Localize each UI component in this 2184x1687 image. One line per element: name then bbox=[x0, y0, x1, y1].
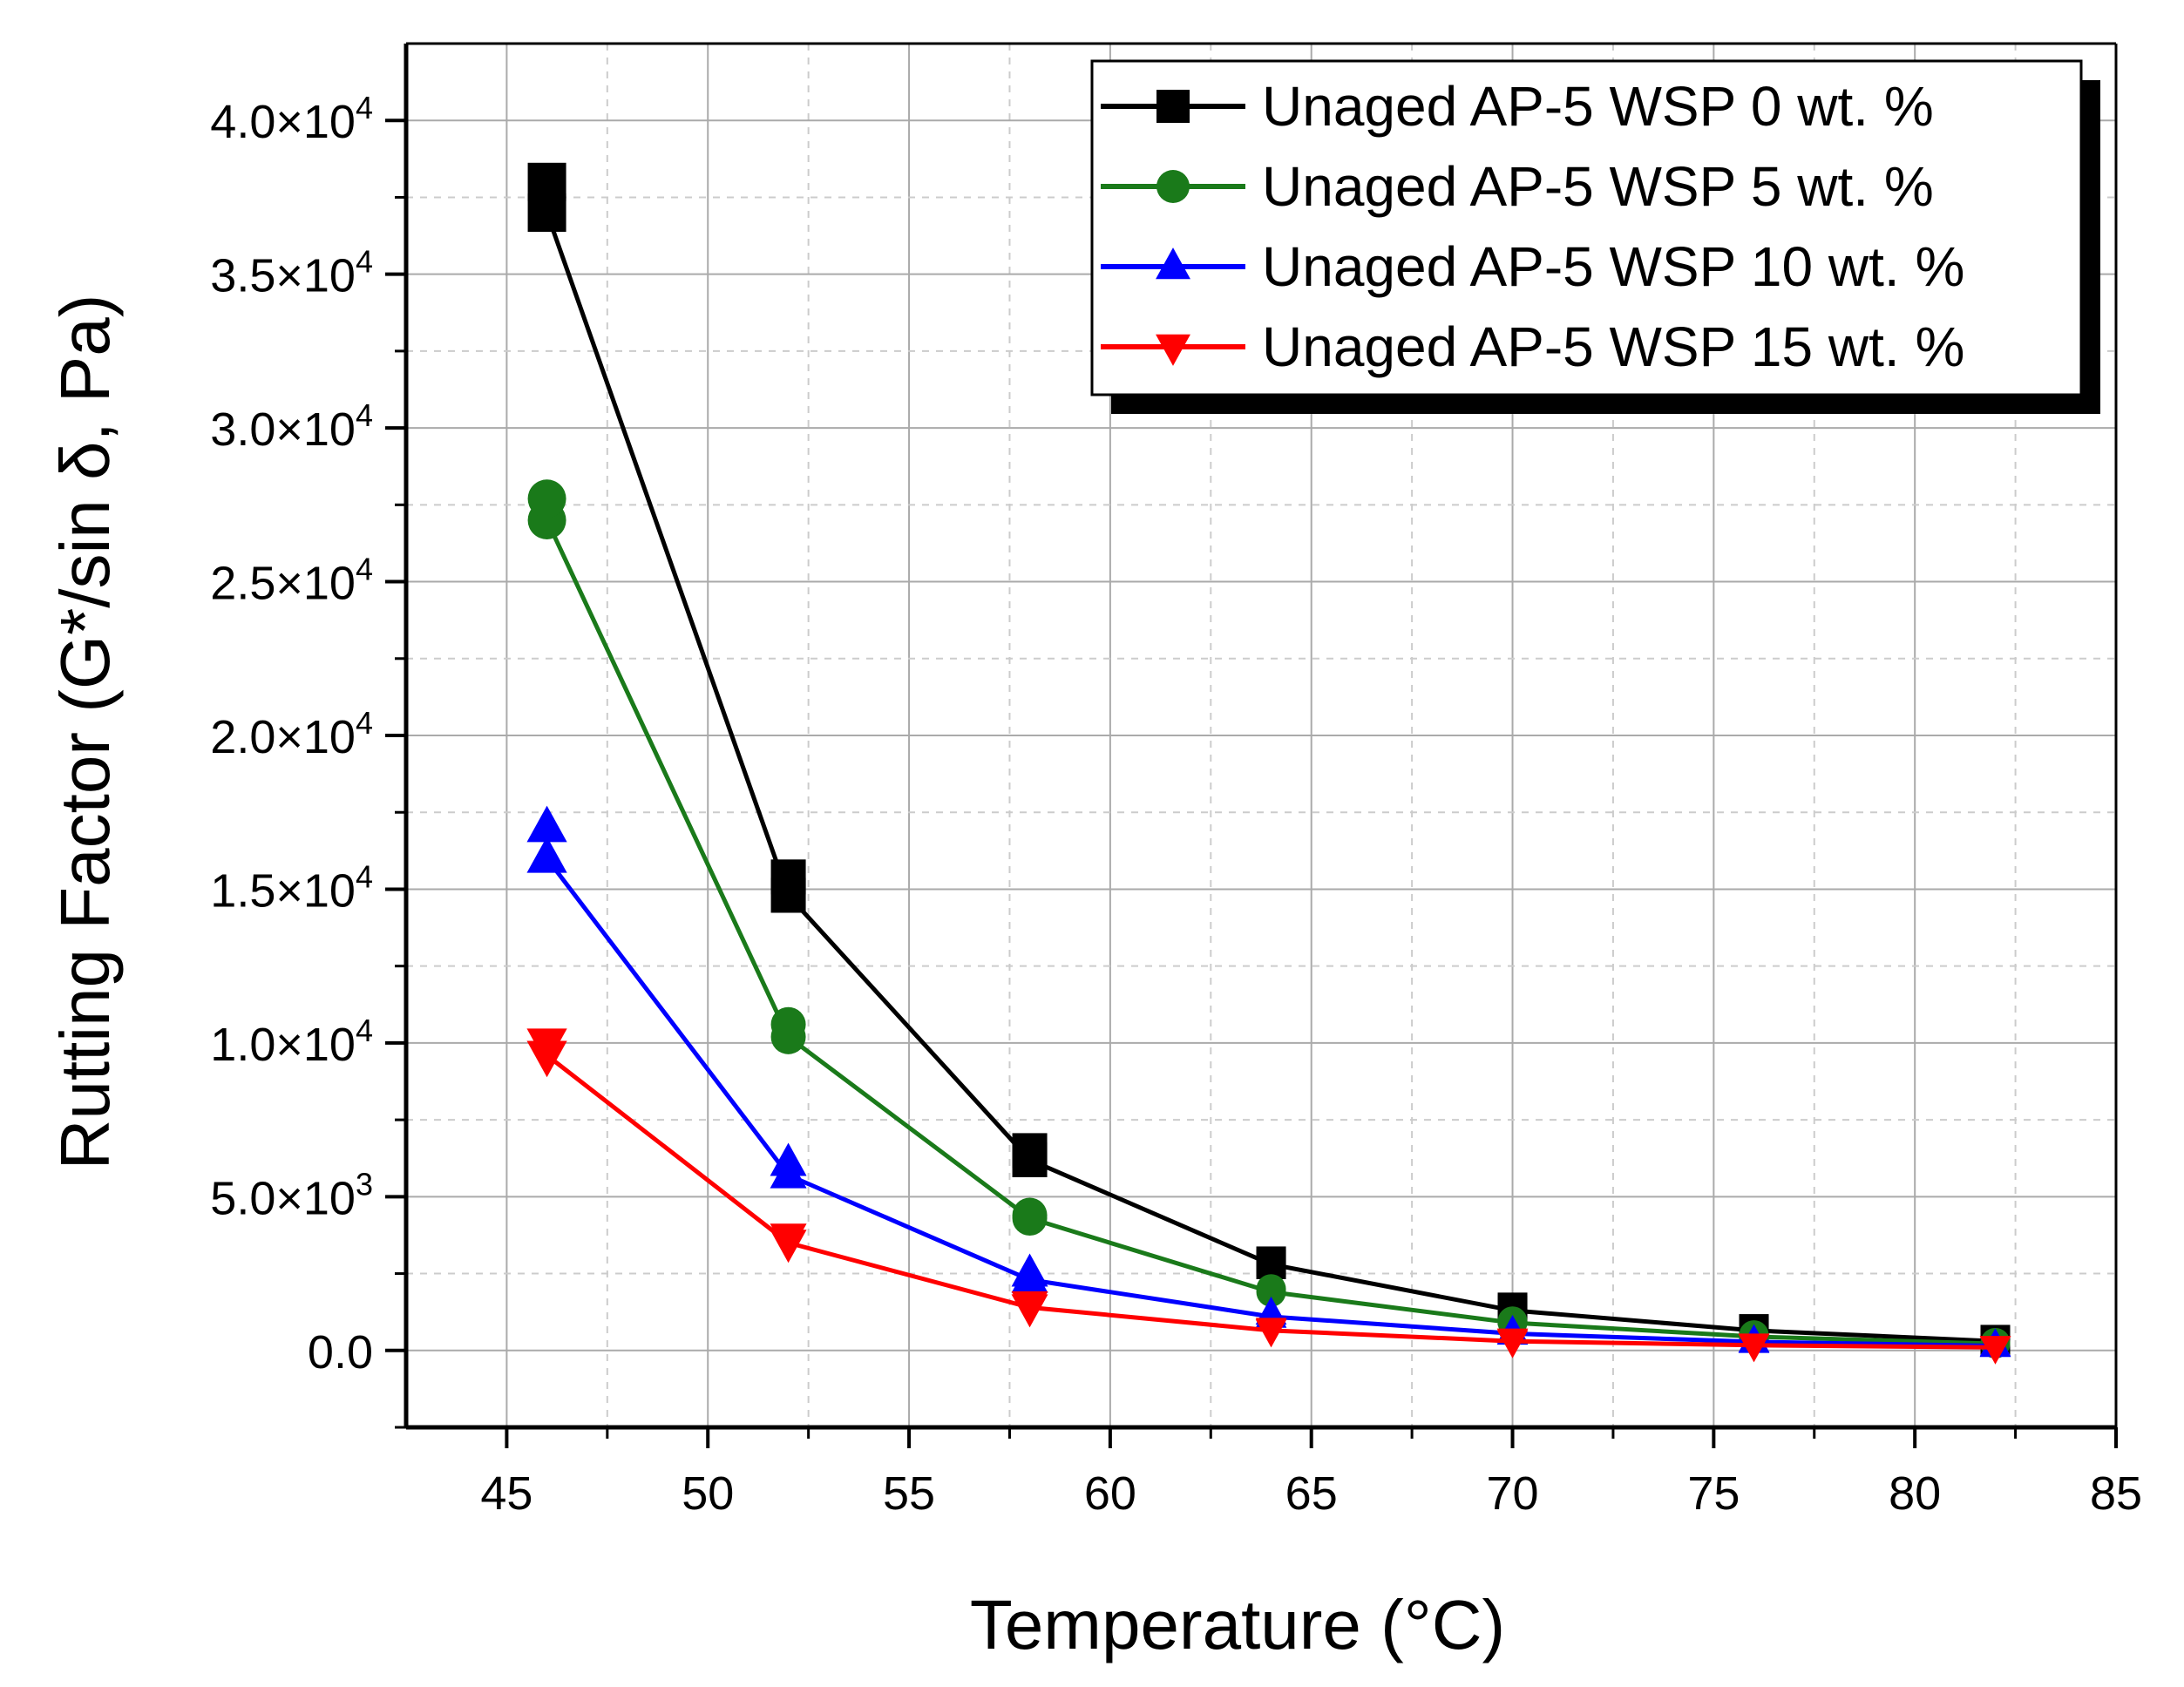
x-tick-label: 75 bbox=[1687, 1467, 1740, 1520]
data-point-duplicate bbox=[770, 1006, 806, 1042]
x-tick-label: 70 bbox=[1486, 1467, 1538, 1520]
data-point-duplicate bbox=[1011, 1291, 1048, 1325]
y-tick-label: 3.0×104 bbox=[210, 397, 373, 456]
legend-marker bbox=[1156, 170, 1190, 203]
legend-marker bbox=[1156, 247, 1190, 280]
y-tick-label: 2.5×104 bbox=[210, 552, 373, 610]
legend-label: Unaged AP-5 WSP 5 wt. % bbox=[1262, 155, 1934, 218]
data-point-duplicate bbox=[1496, 1328, 1529, 1357]
x-tick-label: 55 bbox=[883, 1467, 935, 1520]
data-point-duplicate bbox=[1256, 1246, 1286, 1277]
data-point-duplicate bbox=[527, 162, 566, 201]
data-point-duplicate bbox=[1011, 1253, 1048, 1287]
legend-marker bbox=[1156, 334, 1190, 366]
legend-label: Unaged AP-5 WSP 0 wt. % bbox=[1262, 75, 1934, 138]
y-tick-mantissa: 3.0×10 bbox=[210, 403, 356, 456]
x-axis-title: Temperature (°C) bbox=[970, 1586, 1505, 1663]
y-tick-exponent: 4 bbox=[356, 397, 373, 433]
x-tick-label: 60 bbox=[1084, 1467, 1136, 1520]
legend-marker bbox=[1156, 90, 1190, 123]
data-point-duplicate bbox=[1012, 1133, 1048, 1169]
data-point-duplicate bbox=[1738, 1333, 1770, 1362]
y-tick-label: 4.0×104 bbox=[210, 90, 373, 148]
y-tick-mantissa: 2.0×10 bbox=[210, 711, 356, 763]
y-tick-mantissa: 3.5×10 bbox=[210, 250, 356, 302]
y-tick-exponent: 4 bbox=[356, 552, 373, 587]
y-tick-label: 1.0×104 bbox=[210, 1013, 373, 1071]
y-tick-exponent: 4 bbox=[356, 705, 373, 741]
data-point-duplicate bbox=[1255, 1296, 1287, 1325]
data-point bbox=[526, 836, 567, 873]
series-group bbox=[526, 162, 2011, 1365]
data-point-duplicate bbox=[526, 805, 567, 843]
y-tick-mantissa: 1.0×10 bbox=[210, 1019, 356, 1071]
x-tick-label: 65 bbox=[1285, 1467, 1338, 1520]
y-tick-mantissa: 4.0×10 bbox=[210, 96, 356, 148]
y-tick-label: 1.5×104 bbox=[210, 858, 373, 917]
tick-labels: 45 50 55 60 65 70 75 80 850.05.0×1031.0×1041.5×1… bbox=[210, 90, 2142, 1520]
y-tick-label: 5.0×103 bbox=[210, 1166, 373, 1224]
y-tick-label: 3.5×104 bbox=[210, 244, 373, 302]
data-point-duplicate bbox=[526, 1028, 567, 1066]
data-point-duplicate bbox=[770, 859, 806, 895]
data-point-duplicate bbox=[1256, 1274, 1286, 1304]
y-tick-exponent: 4 bbox=[356, 1013, 373, 1048]
y-tick-mantissa: 0.0 bbox=[308, 1326, 373, 1379]
y-tick-label: 2.0×104 bbox=[210, 705, 373, 763]
y-tick-exponent: 4 bbox=[356, 90, 373, 125]
data-point-duplicate bbox=[770, 1223, 807, 1257]
legend: Unaged AP-5 WSP 0 wt. % Unaged AP-5 WSP 5… bbox=[1090, 59, 2100, 414]
data-point-duplicate bbox=[770, 1142, 807, 1176]
data-point-duplicate bbox=[1255, 1318, 1287, 1346]
y-tick-mantissa: 5.0×10 bbox=[210, 1172, 356, 1224]
y-tick-mantissa: 1.5×10 bbox=[210, 864, 356, 917]
legend-box bbox=[1090, 59, 2083, 396]
x-tick-label: 45 bbox=[480, 1467, 532, 1520]
y-tick-mantissa: 2.5×10 bbox=[210, 558, 356, 610]
x-tick-label: 80 bbox=[1889, 1467, 1941, 1520]
data-point-duplicate bbox=[527, 479, 566, 518]
y-tick-exponent: 4 bbox=[356, 858, 373, 894]
axes bbox=[385, 42, 2118, 1448]
y-axis-title: Rutting Factor (G*/sin δ, Pa) bbox=[46, 295, 124, 1170]
x-tick-label: 85 bbox=[2090, 1467, 2142, 1520]
x-tick-label: 50 bbox=[682, 1467, 734, 1520]
data-point-duplicate bbox=[1012, 1197, 1048, 1233]
y-tick-exponent: 4 bbox=[356, 244, 373, 280]
legend-label: Unaged AP-5 WSP 10 wt. % bbox=[1262, 235, 1964, 298]
data-point-duplicate bbox=[1979, 1336, 2011, 1365]
legend-label: Unaged AP-5 WSP 15 wt. % bbox=[1262, 315, 1964, 378]
y-tick-exponent: 3 bbox=[356, 1166, 373, 1202]
series-3 bbox=[526, 1028, 2011, 1365]
y-tick-label: 0.0 bbox=[308, 1326, 373, 1379]
